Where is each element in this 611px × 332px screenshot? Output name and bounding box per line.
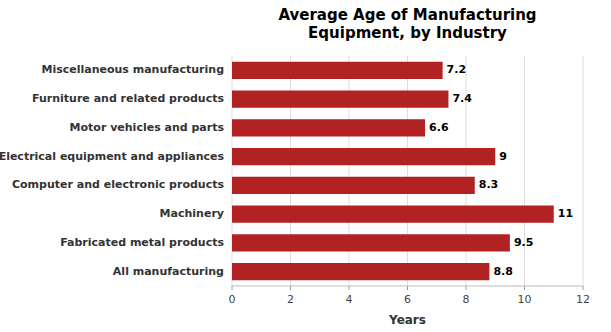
grid-line [524, 56, 525, 286]
data-label: 7.2 [447, 63, 467, 76]
bars [232, 62, 554, 281]
chart: Average Age of ManufacturingEquipment, b… [0, 0, 611, 332]
tick-mark [583, 286, 584, 290]
category-label: Furniture and related products [32, 92, 224, 105]
tick-label: 6 [404, 293, 411, 306]
data-label: 11 [558, 207, 573, 220]
title: Average Age of ManufacturingEquipment, b… [278, 6, 536, 42]
category-label: Fabricated metal products [60, 236, 224, 249]
grid [232, 56, 583, 286]
title-line: Equipment, by Industry [308, 24, 507, 42]
tick-label: 10 [518, 293, 532, 306]
tick-mark [524, 286, 525, 290]
tick-label: 4 [346, 293, 353, 306]
data-label: 8.8 [493, 265, 513, 278]
bar [232, 177, 475, 194]
grid-line [583, 56, 584, 286]
tick-label: 2 [287, 293, 294, 306]
tick-mark [349, 286, 350, 290]
title-line: Average Age of Manufacturing [278, 6, 536, 24]
bar [232, 263, 489, 280]
data-label: 8.3 [479, 178, 499, 191]
bar [232, 91, 448, 108]
tick-mark [232, 286, 233, 290]
tick-mark [407, 286, 408, 290]
tick-label: 12 [576, 293, 590, 306]
data-label: 9.5 [514, 236, 534, 249]
tick-label: 8 [463, 293, 470, 306]
bar [232, 148, 495, 165]
category-label: Motor vehicles and parts [70, 121, 225, 134]
tick-label: 0 [229, 293, 236, 306]
tick-mark [466, 286, 467, 290]
category-label: Electrical equipment and appliances [0, 150, 224, 163]
x-axis-line [232, 286, 583, 287]
category-label: Computer and electronic products [12, 178, 224, 191]
category-label: Miscellaneous manufacturing [41, 63, 224, 76]
data-label: 6.6 [429, 121, 449, 134]
tick-mark [290, 286, 291, 290]
bar [232, 119, 425, 136]
data-label: 9 [499, 150, 507, 163]
category-label: All manufacturing [113, 265, 224, 278]
x-axis-label: Years [388, 313, 426, 327]
bar [232, 206, 554, 223]
bar [232, 62, 443, 79]
bar [232, 234, 510, 251]
category-label: Machinery [160, 207, 224, 220]
data-label: 7.4 [452, 92, 472, 105]
